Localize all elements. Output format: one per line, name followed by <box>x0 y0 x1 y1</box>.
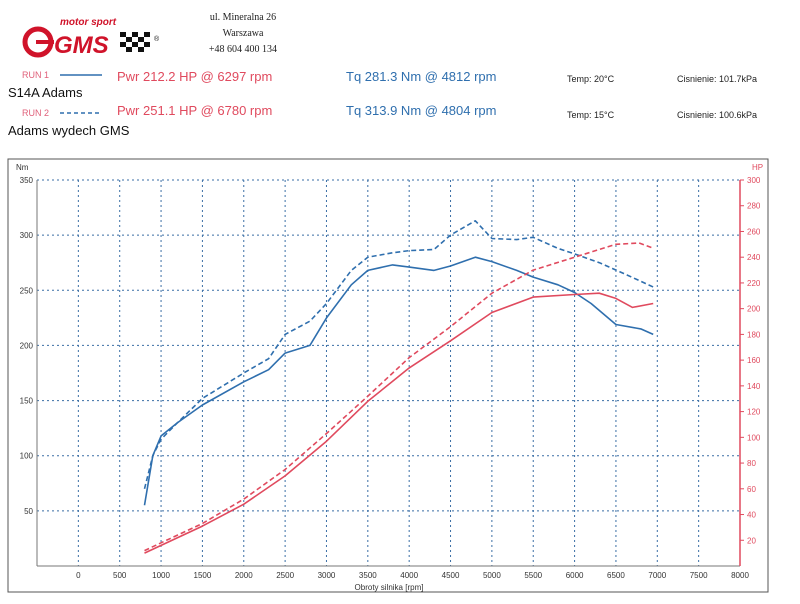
x-tick-label: 500 <box>113 571 127 580</box>
run1-label: RUN 1 <box>22 70 50 80</box>
run2-label: RUN 2 <box>22 108 50 118</box>
run1-pressure: Cisnienie: 101.7kPa <box>677 74 758 84</box>
y-tick-label-left: 250 <box>20 286 34 295</box>
run2-legend-line <box>60 112 102 114</box>
x-tick-label: 3500 <box>359 571 377 580</box>
x-tick-label: 3000 <box>318 571 336 580</box>
power-line-run-1 <box>144 292 654 554</box>
y-tick-label-right: 120 <box>747 408 761 417</box>
x-tick-label: 2000 <box>235 571 253 580</box>
y-tick-label-right: 140 <box>747 382 761 391</box>
y-tick-label-right: 80 <box>747 459 756 468</box>
svg-text:motor sport: motor sport <box>60 17 117 28</box>
y-tick-label-right: 300 <box>747 176 761 185</box>
y-tick-label-right: 60 <box>747 485 756 494</box>
x-tick-label: 5000 <box>483 571 501 580</box>
run2-name: Adams wydech GMS <box>8 123 130 138</box>
svg-text:®: ® <box>154 35 160 43</box>
x-tick-label: 4000 <box>400 571 418 580</box>
x-tick-label: 6500 <box>607 571 625 580</box>
y-tick-label-left: 200 <box>20 341 34 350</box>
y-tick-label-right: 200 <box>747 305 761 314</box>
address-line: +48 604 400 134 <box>208 44 278 55</box>
y-tick-label-right: 100 <box>747 433 761 442</box>
address-line: Warszawa <box>222 28 264 39</box>
y-tick-label-right: 20 <box>747 536 756 545</box>
y-tick-label-left: 100 <box>20 452 34 461</box>
run1-torque: Tq 281.3 Nm @ 4812 rpm <box>346 69 497 84</box>
run2-pressure: Cisnienie: 100.6kPa <box>677 110 758 120</box>
y-tick-label-left: 350 <box>20 176 34 185</box>
y-tick-label-left: 50 <box>24 507 33 516</box>
x-tick-label: 7000 <box>648 571 666 580</box>
checkered-flag-icon <box>120 32 150 52</box>
y-tick-label-right: 40 <box>747 511 756 520</box>
x-axis-label: Obroty silnika [rpm] <box>355 583 424 592</box>
x-tick-label: 4500 <box>442 571 460 580</box>
x-tick-label: 8000 <box>731 571 749 580</box>
y-tick-label-right: 240 <box>747 253 761 262</box>
torque-line-run-2 <box>143 220 654 489</box>
svg-text:GMS: GMS <box>54 32 109 59</box>
run1-power: Pwr 212.2 HP @ 6297 rpm <box>117 69 273 84</box>
address-line: ul. Mineralna 26 <box>209 12 277 23</box>
y-tick-label-right: 220 <box>747 279 761 288</box>
gms-logo: motor sport GMS ® <box>22 17 160 59</box>
power-line-run-2 <box>144 242 654 552</box>
y-tick-label-left: 150 <box>20 397 34 406</box>
x-tick-label: 7500 <box>690 571 708 580</box>
run2-power: Pwr 251.1 HP @ 6780 rpm <box>117 103 273 118</box>
x-tick-label: 0 <box>76 571 81 580</box>
y-axis-right-unit: HP <box>752 163 763 172</box>
chart-frame <box>7 158 769 593</box>
x-tick-label: 5500 <box>524 571 542 580</box>
run1-name: S14A Adams <box>8 85 83 100</box>
y-tick-label-right: 180 <box>747 330 761 339</box>
torque-line-run-1 <box>143 256 654 506</box>
grid <box>37 179 741 566</box>
y-tick-label-right: 160 <box>747 356 761 365</box>
y-axis-left-unit: Nm <box>16 163 29 172</box>
run2-temp: Temp: 15°C <box>567 110 615 120</box>
x-tick-label: 6000 <box>566 571 584 580</box>
y-tick-label-right: 260 <box>747 227 761 236</box>
x-tick-label: 1000 <box>152 571 170 580</box>
run1-legend-line <box>60 74 102 76</box>
y-tick-label-right: 280 <box>747 202 761 211</box>
x-tick-label: 1500 <box>194 571 212 580</box>
run2-torque: Tq 313.9 Nm @ 4804 rpm <box>346 103 497 118</box>
run1-temp: Temp: 20°C <box>567 74 615 84</box>
y-tick-label-left: 300 <box>20 231 34 240</box>
x-tick-label: 2500 <box>276 571 294 580</box>
dyno-chart: Nm HP Obroty silnika [rpm] 0 500 1000 1500 2… <box>7 158 769 593</box>
